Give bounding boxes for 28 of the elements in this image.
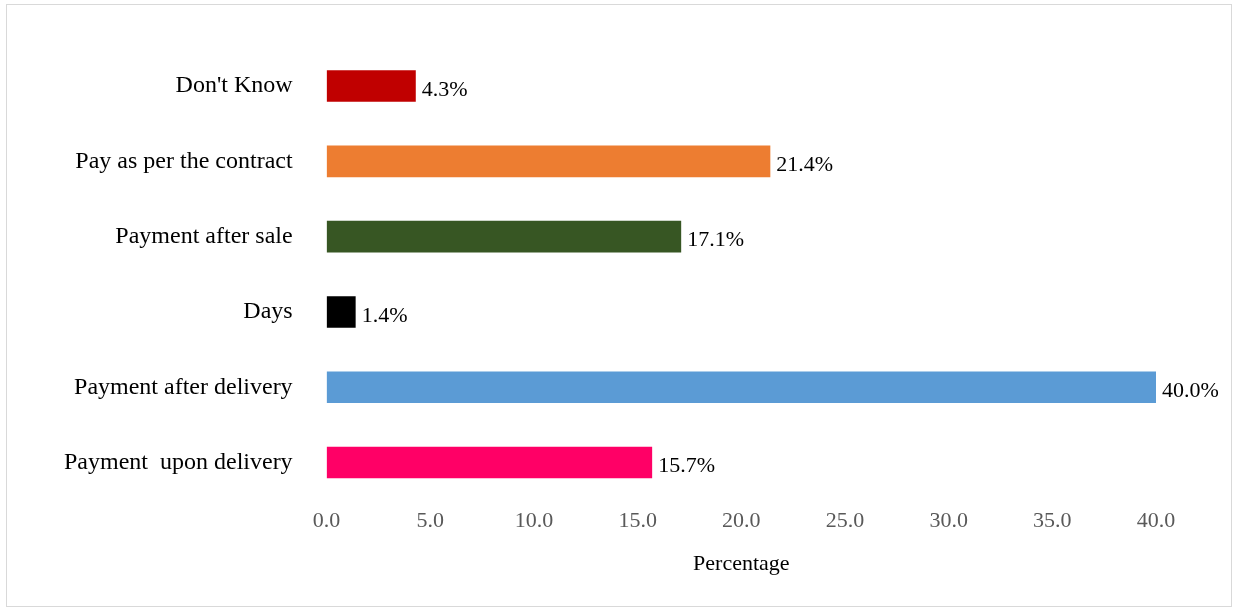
x-tick-label: 15.0: [618, 507, 657, 533]
bar: [326, 145, 771, 178]
x-tick-label: 0.0: [312, 507, 341, 533]
x-tick-label: 20.0: [722, 507, 761, 533]
data-label: 21.4%: [776, 151, 834, 177]
x-tick-label: 5.0: [416, 507, 445, 533]
bar: [326, 220, 682, 253]
x-tick-label: 40.0: [1136, 507, 1176, 533]
bar: [326, 371, 1156, 404]
x-tick-label: 35.0: [1033, 507, 1072, 533]
y-tick-label: Don't Know: [175, 71, 294, 98]
x-tick-label: 10.0: [514, 507, 554, 533]
x-tick-label: 25.0: [825, 507, 865, 533]
x-tick-label: 30.0: [929, 507, 968, 533]
bar: [326, 70, 416, 102]
y-tick-label: Payment upon delivery: [64, 447, 293, 474]
bar: [326, 446, 653, 479]
y-tick-label: Payment after delivery: [74, 372, 293, 399]
data-label: 40.0%: [1162, 377, 1219, 403]
data-label: 1.4%: [361, 301, 408, 327]
data-label: 15.7%: [658, 452, 715, 478]
y-tick-label: Pay as per the contract: [75, 146, 293, 173]
data-label: 4.3%: [421, 75, 468, 101]
y-tick-label: Payment after sale: [115, 221, 293, 248]
data-label: 17.1%: [687, 226, 745, 252]
x-axis-title: Percentage: [693, 549, 790, 575]
y-tick-label: Days: [243, 297, 293, 324]
bar: [326, 296, 356, 328]
